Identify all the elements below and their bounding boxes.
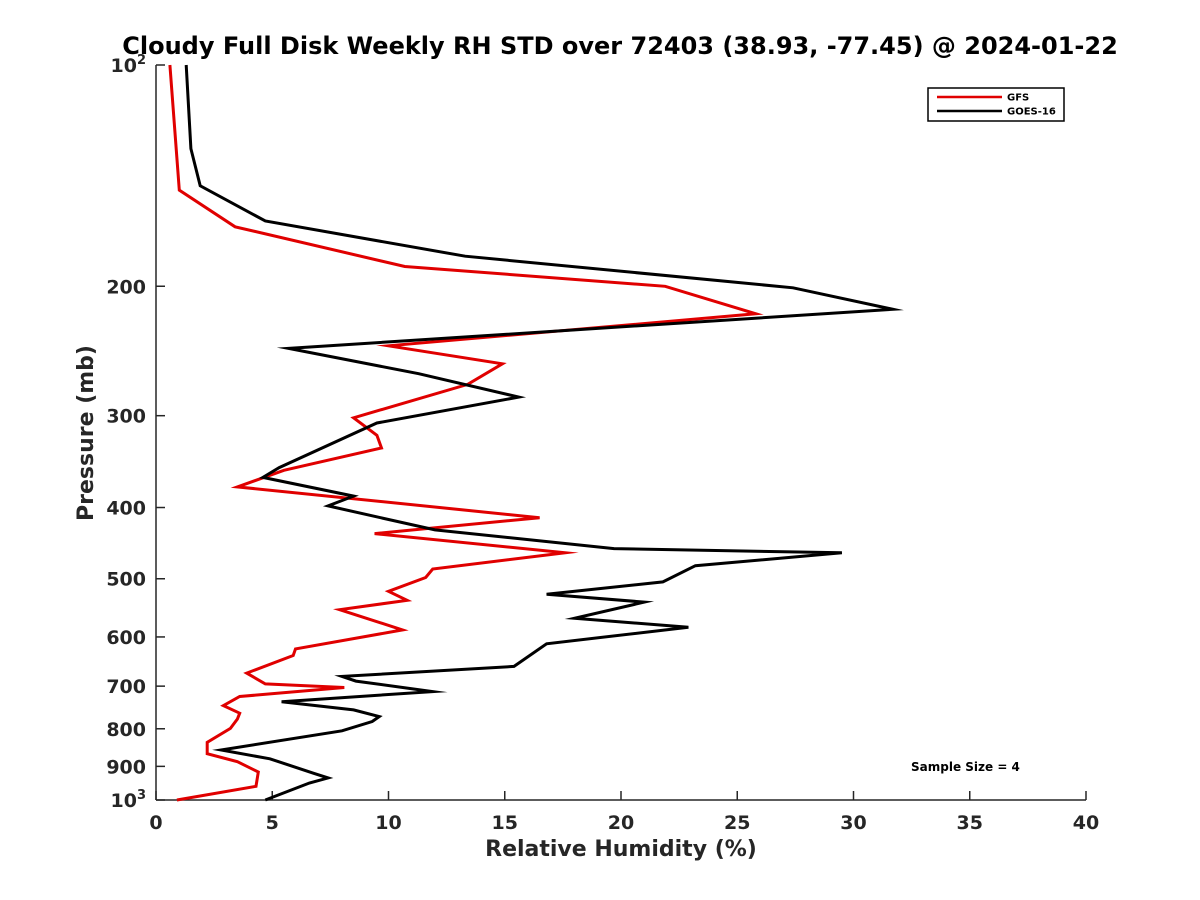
x-tick-label: 0 bbox=[149, 812, 162, 834]
legend: GFS GOES-16 bbox=[927, 87, 1065, 122]
x-axis-ticks: 0 5 10 15 20 25 30 35 40 bbox=[149, 791, 1099, 834]
legend-label-goes-16: GOES-16 bbox=[1007, 107, 1056, 118]
y-tick-label: 300 bbox=[106, 406, 146, 428]
y-axis-label: Pressure (mb) bbox=[74, 345, 99, 521]
y-tick-label: 500 bbox=[106, 569, 146, 591]
x-axis-label: Relative Humidity (%) bbox=[485, 837, 757, 862]
x-tick-label: 20 bbox=[608, 812, 634, 834]
y-tick-label: 700 bbox=[106, 676, 146, 698]
x-tick-label: 15 bbox=[492, 812, 518, 834]
x-tick-label: 40 bbox=[1073, 812, 1099, 834]
x-tick-label: 5 bbox=[266, 812, 279, 834]
x-tick-label: 10 bbox=[375, 812, 401, 834]
y-tick-label: 600 bbox=[106, 627, 146, 649]
x-tick-label: 25 bbox=[724, 812, 750, 834]
series-line-goes-16 bbox=[184, 64, 904, 802]
x-tick-label: 35 bbox=[957, 812, 983, 834]
y-tick-label: 400 bbox=[106, 498, 146, 520]
legend-box bbox=[927, 87, 1065, 122]
y-tick-label: 200 bbox=[106, 276, 146, 298]
y-tick-label: 900 bbox=[106, 756, 146, 778]
series-layer bbox=[168, 64, 904, 802]
sample-size-annotation: Sample Size = 4 bbox=[911, 760, 1020, 774]
chart-title: Cloudy Full Disk Weekly RH STD over 7240… bbox=[122, 32, 1118, 60]
x-tick-label: 30 bbox=[840, 812, 866, 834]
y-tick-label: 800 bbox=[106, 719, 146, 741]
legend-label-gfs: GFS bbox=[1007, 93, 1029, 104]
